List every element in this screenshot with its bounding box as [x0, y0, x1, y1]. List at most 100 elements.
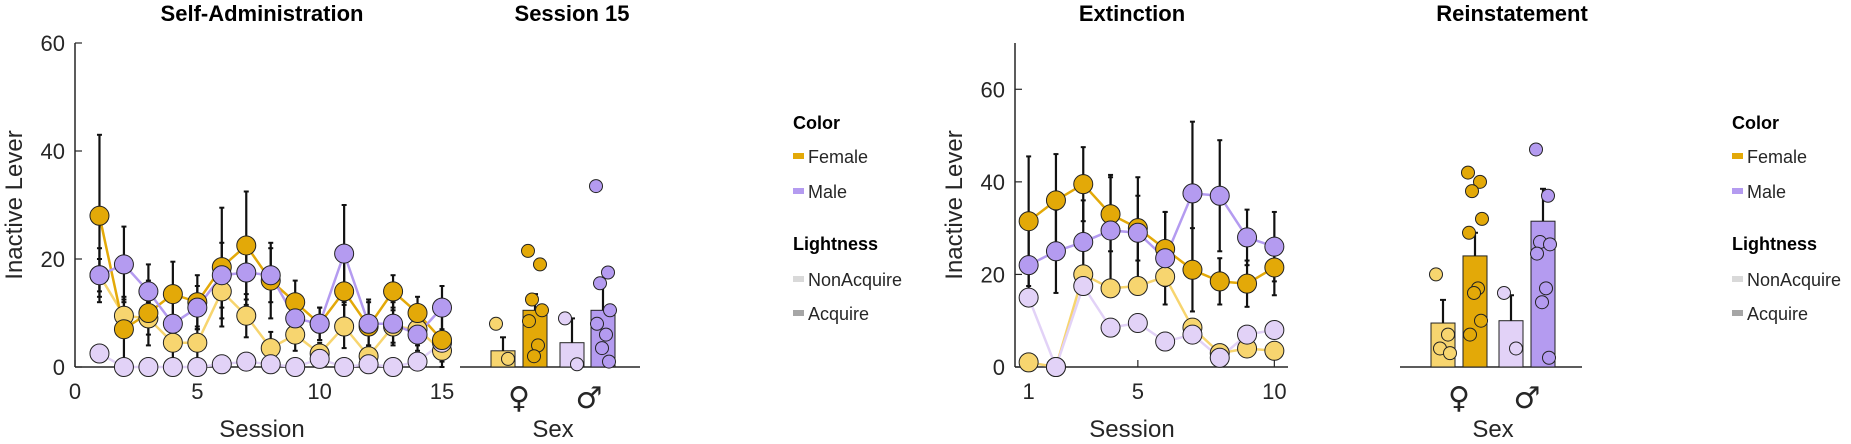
male-nonacquire-point [1237, 324, 1258, 345]
reinstatement-panel: Reinstatement ♀ ♂ Sex [1400, 1, 1588, 443]
x-tick-label: 0 [69, 379, 81, 404]
female-acquire-dot [1463, 327, 1477, 342]
male-nonacquire-point [1209, 347, 1230, 368]
legend-2-acquire-swatch [1732, 310, 1743, 316]
legend-2-male-swatch [1732, 188, 1743, 194]
male-acquire-dot [1529, 142, 1543, 157]
male-acquire-point [1018, 255, 1039, 276]
female-nonacquire-line [1028, 272, 1275, 369]
male-acquire-point [187, 297, 208, 318]
female-acquire-dot [1475, 211, 1489, 226]
legend-2-nonacquire-swatch [1732, 276, 1743, 282]
male-nonacquire-point [236, 351, 257, 372]
male-acquire-point [285, 308, 306, 329]
session-15-panel: Session 15 ♀ ♂ Sex [460, 1, 640, 443]
female-acquire-dot [527, 349, 541, 364]
female-acquire-point [162, 284, 183, 305]
male-acquire-point [138, 281, 159, 302]
female-acquire-dot [522, 314, 536, 329]
legend-2-nonacquire-label: NonAcquire [1747, 270, 1841, 290]
male-nonacquire-point [211, 354, 232, 375]
legend-male-swatch [793, 188, 804, 194]
session-15-x-label: Sex [532, 416, 573, 443]
session-15-male-tick: ♂ [576, 381, 603, 416]
extinction-y-label: Inactive Lever [941, 130, 968, 279]
male-nonacquire-point [1018, 287, 1039, 308]
female-nonacquire-dot [1429, 267, 1443, 282]
female-acquire-point [1182, 259, 1203, 280]
legend-2-color-title: Color [1732, 113, 1779, 133]
female-acquire-point [334, 281, 355, 302]
male-acquire-point [1100, 220, 1121, 241]
male-nonacquire-point [1182, 324, 1203, 345]
extinction-x-label: Session [1089, 416, 1174, 443]
extinction-panel: Extinction 0 20 40 60 1 5 10 Inactive Lever Se… [941, 1, 1288, 443]
male-acquire-point [432, 297, 452, 318]
reinstatement-male-tick: ♂ [1514, 381, 1541, 416]
male-acquire-point [1155, 248, 1176, 269]
extinction-ticks: 0 20 40 60 1 5 10 [981, 77, 1287, 404]
male-acquire-dot [1535, 295, 1549, 310]
female-acquire-dot [525, 292, 539, 307]
male-acquire-point [1237, 227, 1258, 248]
self-admin-x-label: Session [219, 416, 304, 443]
y-tick-label: 40 [41, 139, 65, 164]
male-acquire-point [383, 313, 404, 334]
male-acquire-point [407, 324, 428, 345]
session-15-marks [489, 179, 617, 372]
reinstatement-x-label: Sex [1472, 416, 1513, 443]
female-acquire-point [1073, 174, 1094, 195]
male-acquire-point [236, 262, 257, 283]
male-nonacquire-point [1045, 357, 1066, 377]
male-nonacquire-point [162, 357, 183, 377]
male-nonacquire-point [358, 354, 379, 375]
legend-nonacquire-swatch [793, 276, 804, 282]
extinction-marks [1018, 120, 1285, 377]
female-acquire-point [113, 319, 134, 340]
legend-right: Color Female Male Lightness NonAcquire A… [1732, 113, 1841, 324]
legend-acquire-label: Acquire [808, 304, 869, 324]
self-administration-title: Self-Administration [161, 1, 364, 26]
female-nonacquire-point [1018, 352, 1039, 373]
male-acquire-point [211, 265, 232, 286]
male-acquire-point [1127, 222, 1148, 243]
legend-2-female-label: Female [1747, 147, 1807, 167]
male-acquire-dot [1542, 350, 1556, 365]
x-tick-label: 10 [307, 379, 331, 404]
male-nonacquire-point [113, 357, 134, 377]
male-acquire-dot [589, 179, 603, 194]
male-acquire-dot [1530, 246, 1544, 261]
x-tick-label: 5 [191, 379, 203, 404]
female-acquire-line [1027, 182, 1275, 285]
legend-2-female-swatch [1732, 153, 1743, 159]
male-acquire-point [1209, 185, 1230, 206]
male-acquire-dot [590, 316, 604, 331]
male-acquire-dot [1543, 237, 1557, 252]
y-tick-label: 0 [993, 355, 1005, 380]
reinstatement-marks [1429, 142, 1557, 368]
legend-2-male-label: Male [1747, 182, 1786, 202]
male-nonacquire-point [187, 357, 208, 377]
legend-nonacquire-label: NonAcquire [808, 270, 902, 290]
reinstatement-title: Reinstatement [1436, 1, 1588, 26]
male-acquire-dot [1539, 281, 1553, 296]
male-acquire-dot [593, 276, 607, 291]
female-nonacquire-dot [489, 316, 503, 331]
male-acquire-point [89, 265, 110, 286]
session-15-female-tick: ♀ [508, 381, 530, 416]
male-acquire-dot [595, 341, 609, 356]
female-acquire-dot [1465, 184, 1479, 199]
female-acquire-dot [1474, 313, 1488, 328]
male-acquire-point [334, 243, 355, 264]
female-nonacquire-point [334, 316, 355, 337]
male-nonacquire-dot [1509, 341, 1523, 356]
male-acquire-dot [599, 327, 613, 342]
y-tick-label: 20 [981, 262, 1005, 287]
female-nonacquire-dot [1443, 346, 1457, 361]
female-nonacquire-point [236, 305, 257, 326]
male-nonacquire-point [1100, 317, 1121, 338]
male-acquire-dot [603, 303, 617, 318]
reinstatement-female-tick: ♀ [1448, 381, 1470, 416]
legend-lightness-title: Lightness [793, 234, 878, 254]
male-nonacquire-point [138, 357, 159, 377]
